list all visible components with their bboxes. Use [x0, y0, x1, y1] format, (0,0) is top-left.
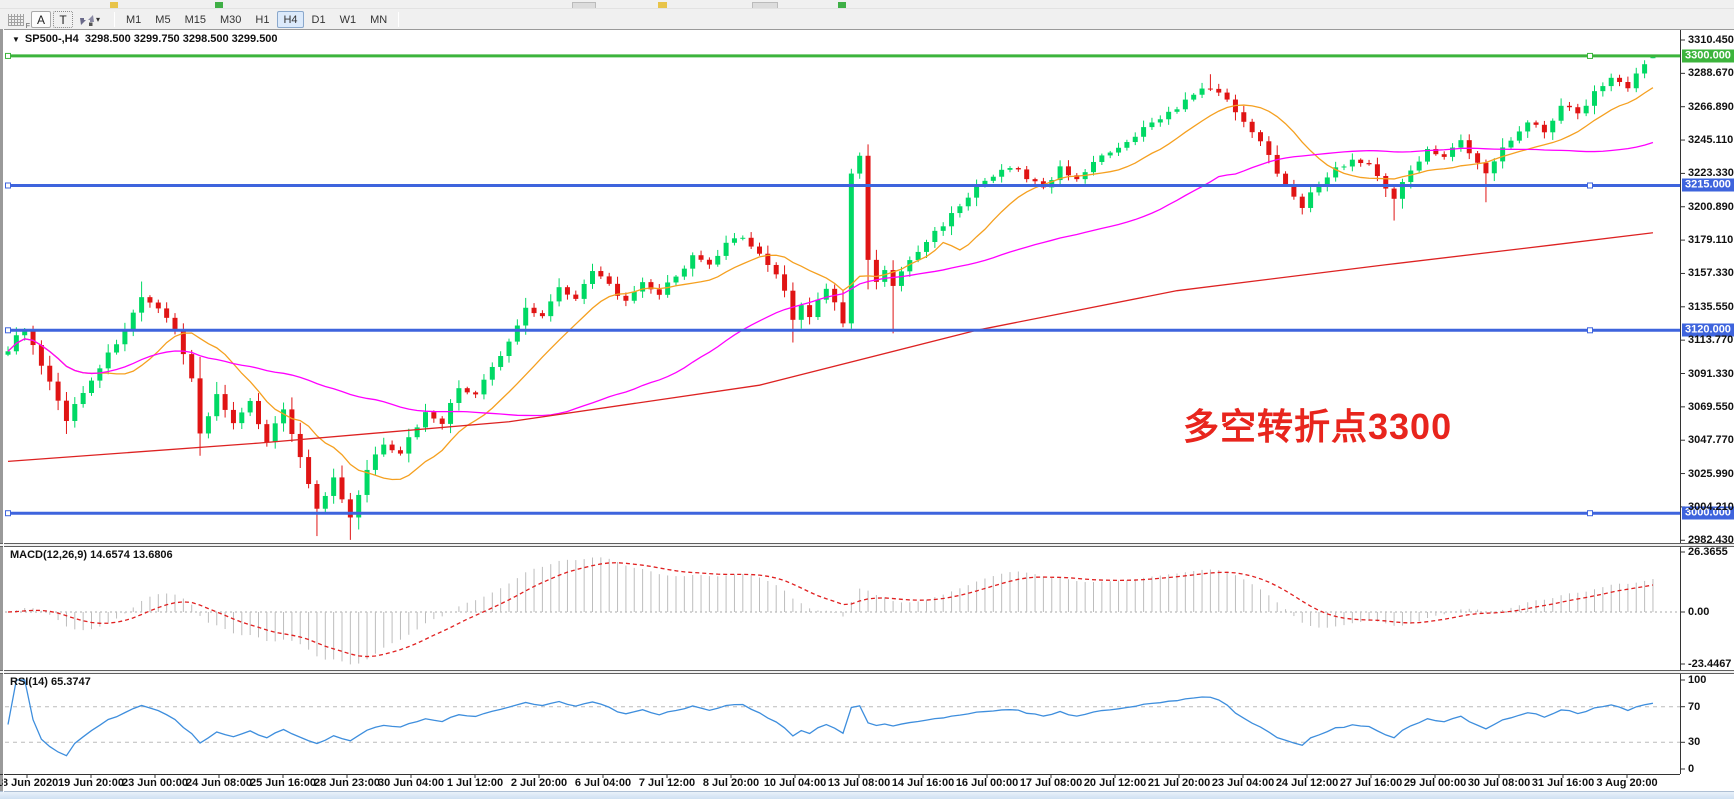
hline-handle[interactable]: [5, 182, 11, 189]
chart-toolbar: F A T ▾ M1 M5 M15 M30 H1 H4 D1 W1 MN: [0, 10, 1734, 30]
cursor-arrows-icon: [80, 14, 94, 26]
cursor-mode-button[interactable]: ▾: [75, 11, 105, 28]
timeframe-button-mn[interactable]: MN: [370, 13, 388, 26]
window-border: [3, 29, 4, 792]
timeframe-buttons: M1 M5 M15 M30 H1 H4 D1 W1 MN: [119, 11, 394, 28]
timeframe-button-m1[interactable]: M1: [126, 13, 142, 26]
toolbar-top-clipped: [0, 0, 1734, 9]
timeframe-button-h1[interactable]: H1: [255, 13, 270, 26]
font-tool-button[interactable]: A: [31, 11, 51, 28]
clipped-icon: [658, 2, 667, 8]
toolbar-separator: [398, 12, 400, 27]
hline-handle[interactable]: [1587, 510, 1593, 517]
grid-button[interactable]: F: [3, 11, 30, 30]
hline-handle[interactable]: [1587, 327, 1593, 334]
grid-icon: F: [8, 13, 30, 30]
timeframe-button-m15[interactable]: M15: [184, 13, 206, 26]
clipped-icon: [838, 2, 846, 8]
text-tool-button[interactable]: T: [53, 11, 73, 28]
hline-handle[interactable]: [1587, 182, 1593, 189]
clipped-icon: [215, 2, 223, 8]
hline-handle[interactable]: [5, 327, 11, 334]
clipped-icon: [110, 2, 118, 8]
pane-splitter[interactable]: [0, 670, 1734, 674]
pane-splitter[interactable]: [0, 543, 1734, 547]
dropdown-caret-icon: ▾: [96, 15, 101, 24]
timeframe-button-m30[interactable]: M30: [219, 13, 242, 26]
clipped-icon: [752, 2, 778, 8]
clipped-icon: [572, 2, 596, 8]
hline-handle[interactable]: [5, 510, 11, 517]
timeframe-button-h4[interactable]: H4: [277, 11, 304, 28]
status-bar: [0, 791, 1734, 799]
timeframe-button-d1[interactable]: D1: [311, 13, 326, 26]
candlesticks: [5, 56, 1656, 540]
hline-handle[interactable]: [1587, 52, 1593, 59]
toolbar-separator: [114, 12, 116, 27]
hline-handle[interactable]: [5, 52, 11, 59]
timeframe-button-w1[interactable]: W1: [339, 13, 357, 26]
macd-histogram: [15, 557, 1654, 665]
timeframe-button-m5[interactable]: M5: [155, 13, 171, 26]
